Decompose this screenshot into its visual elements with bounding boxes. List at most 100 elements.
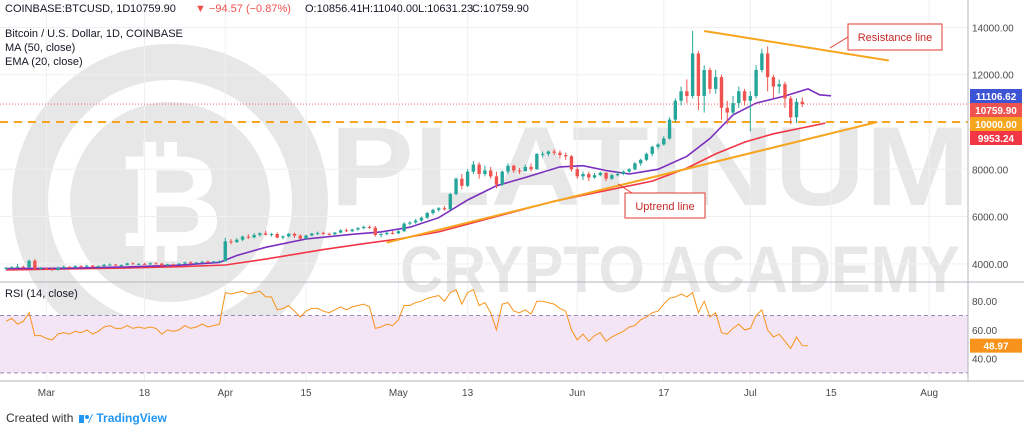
candle-body [21,266,26,268]
bitcoin-logo-icon: ₿ [117,128,223,274]
candle-body [523,166,527,172]
candle-body [194,262,199,264]
candle-body [437,208,441,210]
candle-body [563,155,568,157]
candle-body [789,98,793,118]
price-tag-label: 9953.24 [978,134,1015,145]
rsi-line [5,289,809,350]
candle-body [79,266,83,268]
candle-body [246,236,251,238]
candle-body [471,164,476,172]
candle-body [408,222,412,224]
candle-body [102,264,106,267]
candle-body [154,263,158,265]
change-text: −94.57 (−0.87%) [209,3,291,15]
tradingview-brand[interactable]: TradingView [79,411,167,425]
candle-body [488,170,493,177]
rsi-tag-label: 48.97 [983,342,1008,353]
candle-body [240,236,245,240]
price-tag [970,89,1022,103]
candle-body [477,164,481,174]
candle-body [327,233,331,235]
candle-body [321,232,326,234]
trendline [386,121,878,244]
trendlines [386,30,889,244]
candle-body [783,84,787,99]
candle-body [615,174,620,176]
candle-body [558,152,562,156]
price-tick-label: 4000.00 [972,260,1009,271]
candle-body [160,263,164,266]
candle-body [460,178,464,186]
candles [4,31,804,272]
candle-body [742,91,747,101]
candle-body [206,261,210,263]
time-tick-label: Aug [920,388,938,399]
candle-body [644,153,649,160]
candle-body [656,144,660,147]
indicator-line [5,122,826,271]
price-change: ▼ −94.57 (−0.87%) [195,3,291,15]
candle-body [604,172,608,179]
ohlc-low: L:10631.23 [418,3,473,15]
candle-body [592,175,597,178]
price-tick-label: 12000.00 [972,71,1014,82]
ticker-text: COINBASE:BTCUSD, 1D [5,3,130,15]
candle-body [235,239,239,243]
candle-body [390,232,395,234]
created-with-text: Created with [6,411,74,425]
candle-body [362,226,366,229]
time-tick-label: Apr [217,388,233,399]
price-tag [970,131,1022,145]
candle-body [425,213,429,218]
candle-body [338,230,343,233]
candle-body [304,235,308,239]
time-tick-label: 15 [300,388,312,399]
candle-body [73,266,77,268]
candle-body [483,170,487,174]
ma-legend: MA (50, close) [5,42,75,54]
candle-body [442,208,447,210]
time-tick-label: Jun [569,388,585,399]
candle-body [183,262,187,264]
rsi-tick-label: 80.00 [972,297,997,308]
rsi-band [0,315,968,373]
candle-body [275,234,279,238]
resistance-connector [829,36,849,49]
candle-body [454,178,458,195]
candle-body [431,209,435,213]
rsi-panel [0,289,968,374]
candle-body [402,223,406,232]
candle-body [754,70,758,96]
candle-body [725,107,729,113]
candle-body [177,263,181,265]
candle-body [794,101,799,118]
time-tick-label: 18 [139,388,151,399]
candle-body [800,101,804,105]
price-tag-label: 10000.00 [975,120,1017,131]
candle-body [708,70,712,89]
candle-body [212,261,216,263]
candle-body [200,261,204,263]
watermark-line2: CRYPTO ACADEMY [400,232,960,306]
candle-body [765,53,770,78]
candle-body [621,171,626,174]
candle-body [310,233,314,236]
candle-body [263,233,268,235]
header-legend: COINBASE:BTCUSD, 1D 10759.90 ▼ −94.57 (−… [5,3,529,300]
candle-body [714,77,718,89]
candle-body [10,267,14,269]
candle-body [27,260,31,268]
candle-body [512,165,516,171]
candle-body [731,103,735,113]
time-tick-label: Mar [38,388,56,399]
price-labels: 11106.62 10759.90 10000.00 9953.24 48.97 [970,89,1022,353]
candle-body [50,269,54,271]
candle-body [719,77,724,108]
price-tag-label: 10759.90 [975,106,1017,117]
candle-body [85,265,89,267]
candle-body [4,267,8,269]
time-tick-label: May [389,388,408,399]
candle-body [171,264,176,266]
